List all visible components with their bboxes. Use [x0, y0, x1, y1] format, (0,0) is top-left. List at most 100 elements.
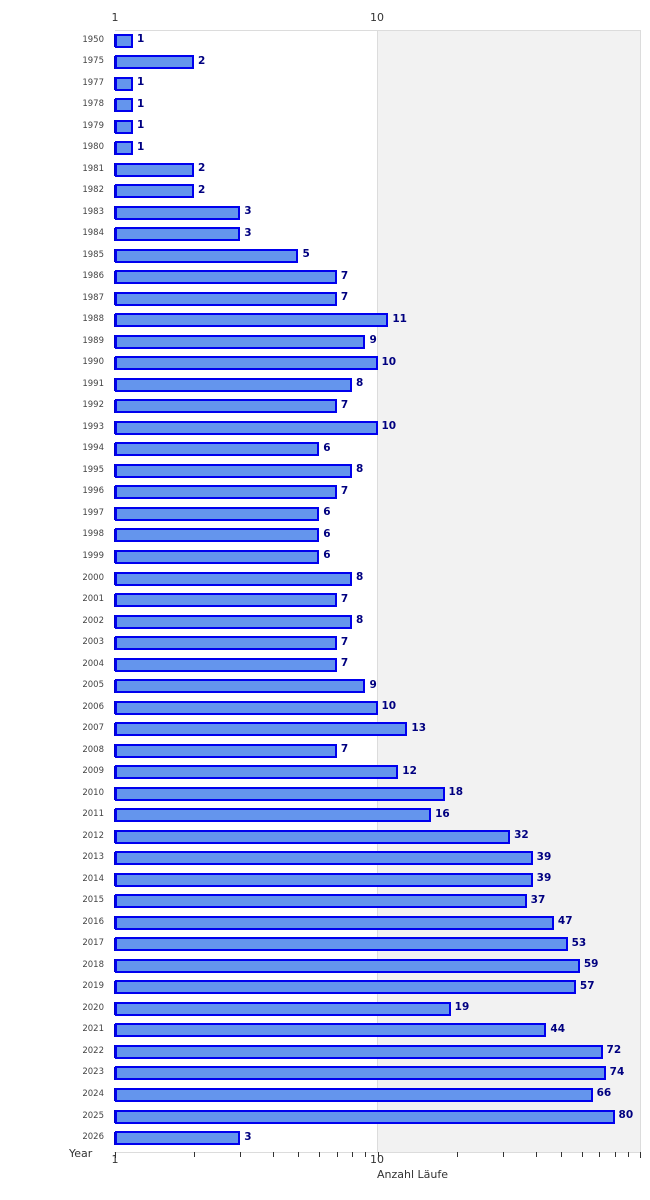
bar-1982[interactable]	[115, 184, 195, 199]
y-axis-tick	[114, 572, 116, 585]
bar-2022[interactable]	[115, 1044, 603, 1059]
y-axis-tick	[114, 249, 116, 263]
bar-2026[interactable]	[115, 1131, 241, 1146]
bar-2011[interactable]	[115, 808, 432, 823]
value-label: 3	[244, 1130, 252, 1143]
value-label: 7	[340, 743, 349, 756]
bar-1996[interactable]	[115, 485, 337, 500]
value-label: 47	[557, 915, 573, 928]
y-axis-tick	[114, 787, 116, 801]
year-label: 2010	[82, 787, 104, 798]
year-label: 2003	[82, 637, 104, 648]
bar-2000[interactable]	[115, 571, 353, 586]
value-label: 7	[340, 635, 349, 648]
y-axis-tick	[114, 722, 116, 736]
year-label: 1978	[82, 99, 104, 110]
value-label: 1	[137, 119, 145, 132]
value-label: 3	[244, 226, 252, 239]
value-label: 11	[392, 312, 407, 325]
bar-2014[interactable]	[115, 872, 533, 887]
bar-2023[interactable]	[115, 1066, 606, 1081]
bar-1990[interactable]	[115, 356, 378, 371]
x-axis-tick	[457, 1152, 458, 1157]
bar-1993[interactable]	[115, 420, 378, 435]
year-label: 1990	[82, 357, 104, 368]
year-label: 1982	[82, 185, 104, 196]
bar-1978[interactable]	[115, 98, 133, 113]
value-label: 7	[340, 269, 349, 282]
bar-2020[interactable]	[115, 1001, 451, 1016]
bar-2005[interactable]	[115, 679, 366, 694]
bar-2001[interactable]	[115, 593, 337, 608]
year-label: 1980	[82, 142, 104, 153]
x-axis-bottom-label-1: 1	[111, 1153, 119, 1166]
value-label: 12	[402, 764, 417, 777]
bar-1999[interactable]	[115, 549, 320, 564]
bar-1989[interactable]	[115, 334, 366, 349]
bar-1988[interactable]	[115, 313, 389, 328]
bar-2004[interactable]	[115, 657, 337, 672]
x-axis-tick	[561, 1152, 562, 1157]
value-label: 1	[137, 33, 145, 45]
year-label: 2015	[82, 895, 104, 906]
bar-2009[interactable]	[115, 765, 399, 780]
bar-1998[interactable]	[115, 528, 320, 543]
value-label: 1	[137, 140, 145, 153]
year-label: 2023	[82, 1067, 104, 1078]
value-label: 74	[609, 1065, 625, 1078]
bar-1979[interactable]	[115, 119, 133, 134]
bar-2025[interactable]	[115, 1109, 615, 1124]
y-axis-tick	[114, 701, 116, 715]
bar-1995[interactable]	[115, 463, 353, 478]
value-label: 72	[606, 1044, 622, 1057]
bar-2021[interactable]	[115, 1023, 547, 1038]
year-label: 1988	[82, 314, 104, 325]
year-label: 2009	[82, 766, 104, 777]
bar-2012[interactable]	[115, 829, 511, 844]
bar-2002[interactable]	[115, 614, 353, 629]
bar-2007[interactable]	[115, 722, 408, 737]
bar-2019[interactable]	[115, 980, 576, 995]
bar-2003[interactable]	[115, 636, 337, 651]
bar-2015[interactable]	[115, 894, 527, 909]
year-label: 1999	[82, 550, 104, 561]
bar-1981[interactable]	[115, 162, 195, 177]
bar-2018[interactable]	[115, 958, 580, 973]
bar-1994[interactable]	[115, 442, 320, 457]
bar-1991[interactable]	[115, 377, 353, 392]
y-axis-tick	[114, 593, 116, 607]
year-label: 1979	[82, 120, 104, 131]
y-axis-tick	[114, 658, 116, 672]
y-axis-tick	[114, 873, 116, 887]
bar-1997[interactable]	[115, 506, 320, 521]
bar-2006[interactable]	[115, 700, 378, 715]
value-label: 66	[596, 1087, 612, 1100]
value-label: 57	[579, 979, 595, 992]
bar-2016[interactable]	[115, 915, 554, 930]
y-axis-tick	[114, 1002, 116, 1016]
year-label: 2025	[82, 1110, 104, 1121]
bar-1975[interactable]	[115, 55, 195, 70]
bar-1980[interactable]	[115, 141, 133, 156]
year-label: 2022	[82, 1045, 104, 1056]
year-label: 2014	[82, 873, 104, 884]
bar-1985[interactable]	[115, 248, 299, 263]
bar-2013[interactable]	[115, 851, 533, 866]
bar-1983[interactable]	[115, 205, 241, 220]
year-label: 1984	[82, 228, 104, 239]
bar-1992[interactable]	[115, 399, 337, 414]
y-axis-tick	[114, 959, 116, 973]
bar-2008[interactable]	[115, 743, 337, 758]
bar-2017[interactable]	[115, 937, 568, 952]
value-label: 39	[536, 872, 552, 885]
value-label: 80	[618, 1109, 634, 1121]
bar-1950[interactable]	[115, 33, 133, 48]
bar-1987[interactable]	[115, 291, 337, 306]
year-label: 1983	[82, 206, 104, 217]
bar-1984[interactable]	[115, 227, 241, 242]
bar-2010[interactable]	[115, 786, 445, 801]
bar-2024[interactable]	[115, 1087, 593, 1102]
bar-1986[interactable]	[115, 270, 337, 285]
value-label: 18	[448, 786, 464, 799]
bar-1977[interactable]	[115, 76, 133, 91]
